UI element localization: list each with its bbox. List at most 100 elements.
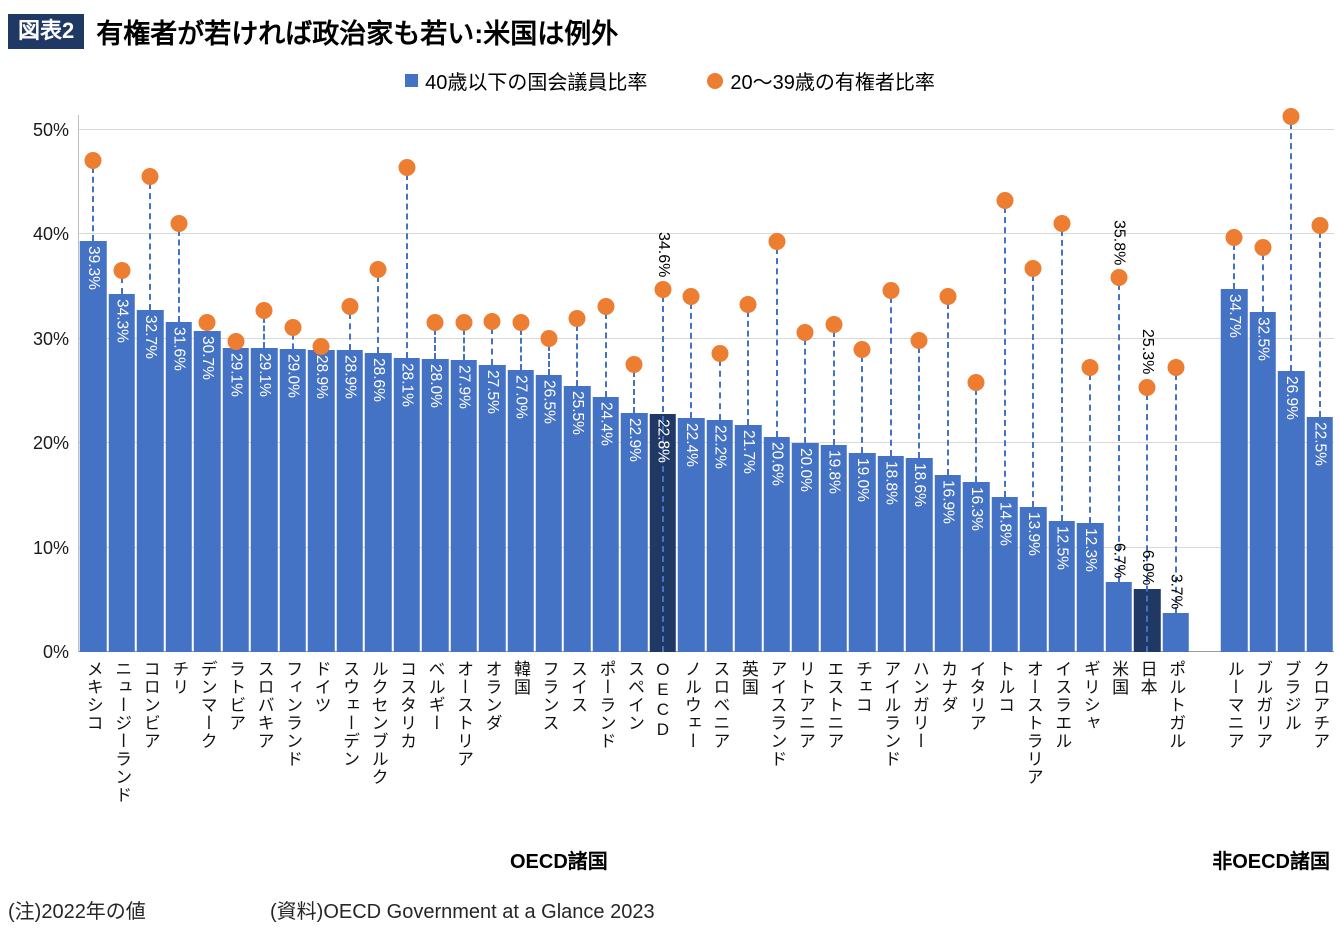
column-リトアニア: 20.0% リトアニア [791, 115, 819, 750]
voter-ratio-dot [1225, 229, 1243, 247]
column-ドイツ: 28.9% ドイツ [307, 115, 335, 714]
column-オランダ: 27.5% オランダ [478, 115, 506, 732]
connector-line [1089, 373, 1092, 524]
bar-value-label: 29.1% [227, 352, 245, 397]
voter-ratio-dot [568, 309, 586, 327]
voter-ratio-dot [882, 282, 900, 300]
column-ルーマニア: 34.7% ルーマニア [1220, 115, 1248, 750]
connector-line [1003, 206, 1006, 498]
bar-value-label: 28.1% [398, 363, 416, 408]
voter-ratio-dot [825, 315, 843, 333]
column-韓国: 27.0% 韓国 [506, 115, 534, 696]
voter-ratio-dot [227, 332, 245, 350]
connector-line [1117, 283, 1120, 582]
bar-value-label: 19.0% [854, 458, 872, 503]
x-axis-label: オランダ [482, 660, 502, 732]
x-axis-label: 韓国 [511, 660, 530, 696]
bar-value-label: 16.9% [939, 480, 957, 525]
bar-ドイツ [307, 350, 335, 652]
x-axis-label: チリ [169, 660, 189, 696]
connector-line [804, 339, 807, 443]
x-axis-label: アイルランド [881, 660, 901, 768]
bar-value-label: 22.4% [683, 422, 701, 467]
voter-ratio-dot [540, 329, 558, 347]
bar-value-label: 13.9% [1024, 511, 1042, 556]
column-メキシコ: 39.3% メキシコ [79, 115, 107, 732]
gridline-50 [79, 128, 1334, 130]
column-イスラエル: 12.5% イスラエル [1047, 115, 1075, 750]
x-axis-label: オーストラリア [1023, 660, 1043, 786]
x-axis-label: デンマーク [197, 660, 217, 750]
voter-ratio-dot [512, 313, 529, 331]
bar-メキシコ [79, 241, 107, 652]
connector-line [975, 389, 978, 482]
connector-line [377, 275, 380, 354]
bar-スウェーデン [336, 350, 363, 652]
voter-ratio-dot [796, 324, 814, 342]
x-axis-label: クロアチア [1310, 660, 1330, 750]
voter-ratio-dot [910, 331, 928, 349]
bar-value-label: 22.2% [711, 425, 729, 469]
voter-ratio-dot [1311, 216, 1329, 234]
bar-value-label: 27.9% [455, 365, 473, 410]
column-アイスランド: 20.6% アイスランド [763, 115, 791, 768]
x-axis-label: 日本 [1137, 660, 1157, 696]
figure-number-tag: 図表2 [8, 14, 85, 49]
bar-series-marker-icon [405, 74, 419, 87]
y-axis-tick-50: 50% [32, 119, 69, 140]
y-axis-tick-0: 0% [42, 642, 69, 662]
x-axis-label: ルクセンブルク [368, 660, 388, 786]
bar-オーストラリア [1019, 506, 1047, 652]
column-オーストリア: 27.9% オーストリア [449, 115, 477, 768]
x-axis-label: オーストリア [454, 660, 474, 768]
bar-value-label: 39.3% [84, 246, 102, 291]
bar-value-label: 28.9% [312, 354, 330, 399]
voter-ratio-dot [170, 214, 188, 232]
connector-line [633, 370, 636, 413]
connector-line [690, 302, 693, 418]
x-axis-label: フィンランド [283, 660, 303, 768]
connector-line [576, 324, 579, 386]
x-axis-label: ドイツ [311, 660, 331, 714]
x-axis-label: ハンガリー [909, 660, 929, 750]
x-axis-label: ノルウェー [681, 660, 701, 750]
voter-ratio-dot [483, 312, 501, 330]
connector-line [291, 334, 294, 349]
bar-value-label: 34.7% [1225, 294, 1243, 339]
bar-イスラエル [1048, 521, 1075, 652]
bar-value-label: 29.0% [284, 353, 302, 398]
column-カナダ: 16.9% カナダ [934, 115, 962, 714]
connector-line [1318, 231, 1321, 417]
column-コロンビア: 32.7% コロンビア [136, 115, 164, 750]
figure-title: 有権者が若ければ政治家も若い:米国は例外 [96, 19, 619, 49]
x-axis-label: イスラエル [1052, 660, 1072, 750]
connector-line [1174, 373, 1177, 614]
column-エストニア: 19.8% エストニア [820, 115, 848, 750]
voter-ratio-dot [939, 287, 957, 305]
bar-value-label: 6.7% [1110, 542, 1128, 578]
voter-ratio-dot [1081, 358, 1099, 376]
legend-item-bar-series: 40歳以下の国会議員比率 [405, 66, 647, 95]
voter-ratio-dot [1138, 378, 1156, 396]
column-スイス: 25.5% スイス [563, 115, 591, 714]
bar-value-label: 20.0% [797, 448, 815, 492]
bar-value-label: 12.3% [1081, 528, 1099, 573]
bar-韓国 [507, 369, 534, 652]
y-axis-tick-40: 40% [32, 224, 69, 244]
connector-line [918, 346, 921, 458]
bar-value-label: 18.6% [911, 462, 929, 507]
column-ルクセンブルク: 28.6% ルクセンブルク [364, 115, 392, 786]
bar-ポーランド [592, 397, 620, 652]
bar-value-label: 21.7% [740, 430, 758, 475]
bar-スイス [564, 385, 591, 652]
bar-クロアチア [1306, 416, 1333, 652]
connector-line [405, 174, 408, 359]
connector-line [661, 296, 664, 652]
x-axis-label: スペイン [624, 660, 644, 732]
column-アイルランド: 18.8% アイルランド [877, 115, 905, 768]
column-ラトビア: 29.1% ラトビア [221, 115, 249, 732]
connector-line [462, 328, 465, 361]
legend-label-dot-series: 20〜39歳の有権者比率 [730, 72, 935, 94]
bar-コスタリカ [393, 358, 420, 652]
